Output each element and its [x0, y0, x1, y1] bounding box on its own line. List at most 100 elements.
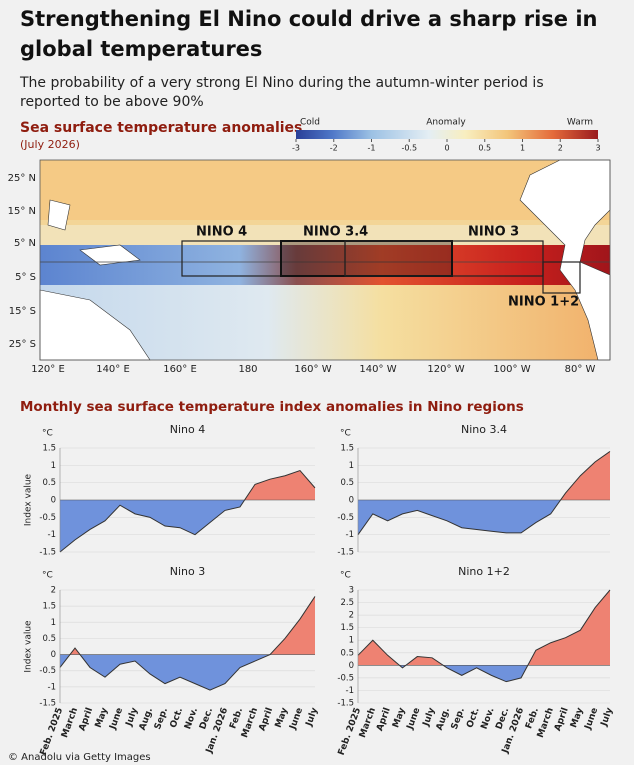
colorbar-tick-label: 0.5 [478, 144, 491, 153]
y-tick-label: 0.5 [340, 648, 354, 658]
lat-label: 25° N [8, 173, 36, 184]
chart-title: Nino 1+2 [458, 565, 510, 578]
lat-label: 15° N [8, 206, 36, 217]
lat-label: 5° N [14, 238, 36, 249]
lon-label: 120° E [31, 364, 65, 375]
area-negative [399, 665, 528, 682]
y-tick-label: -1 [48, 530, 56, 540]
map-title: Sea surface temperature anomalies [20, 120, 302, 136]
title-line: Strengthening El Nino could drive a shar… [20, 7, 598, 31]
y-tick-label: 1 [349, 461, 354, 471]
x-tick-label: June [288, 706, 305, 731]
chart-title: Nino 3 [170, 565, 205, 578]
lon-label: 80° W [565, 364, 596, 375]
title-line: global temperatures [20, 37, 262, 61]
y-tick-label: 0 [349, 661, 354, 671]
region-label: NINO 4 [196, 225, 247, 240]
colorbar-tick-label: 2 [558, 144, 563, 153]
x-tick-label: April [258, 706, 276, 732]
area-negative [60, 654, 270, 691]
x-tick-label: July [599, 706, 615, 728]
lat-label: 25° S [9, 339, 36, 350]
x-tick-label: Sep. [450, 706, 467, 731]
region-label: NINO 3 [468, 225, 519, 240]
region-box [344, 240, 544, 277]
y-unit: °C [42, 571, 53, 581]
x-tick-label: June [108, 706, 125, 731]
y-tick-label: -0.5 [39, 666, 56, 676]
colorbar [296, 130, 598, 139]
region-box [542, 261, 581, 294]
y-tick-label: -1 [48, 682, 56, 692]
map [39, 159, 611, 361]
x-tick-label: April [375, 706, 393, 732]
x-tick-label: April [553, 706, 571, 732]
y-tick-label: 1.5 [42, 444, 56, 454]
subtitle-line: reported to be above 90% [20, 94, 204, 110]
line [59, 469, 316, 553]
lon-label: 160° E [163, 364, 197, 375]
subtitle-line: The probability of a very strong El Nino… [19, 75, 544, 91]
y-tick-label: 0.5 [42, 478, 56, 488]
lon-label: 100° W [493, 364, 530, 375]
x-tick-label: April [78, 706, 96, 732]
colorbar-tick-label: -1 [368, 144, 376, 153]
y-tick-label: 0 [51, 650, 56, 660]
x-tick-label: July [124, 706, 140, 728]
y-tick-label: -0.5 [337, 513, 354, 523]
lon-label: 180 [238, 364, 257, 375]
line [357, 589, 611, 683]
area-positive [358, 451, 610, 500]
area-negative [358, 500, 610, 535]
colorbar-tick-label: 3 [595, 144, 600, 153]
y-tick-label: -1.5 [337, 699, 354, 709]
lon-label: 140° W [359, 364, 396, 375]
y-tick-label: 0.5 [42, 634, 56, 644]
lat-label: 5° S [15, 272, 36, 283]
legend-cold: Cold [300, 118, 320, 128]
line [59, 596, 316, 691]
y-unit: °C [340, 571, 351, 581]
area-negative [60, 500, 315, 552]
y-tick-label: 3 [349, 586, 354, 596]
x-tick-label: June [405, 706, 422, 731]
chart-title: Nino 3.4 [461, 423, 507, 436]
map-frame [39, 159, 611, 361]
lon-label: 120° W [427, 364, 464, 375]
y-tick-label: 1.5 [340, 444, 354, 454]
y-tick-label: 2 [51, 586, 56, 596]
y-tick-label: 0 [349, 496, 354, 506]
area-positive [60, 470, 315, 500]
credit: © Anadolu via Getty Images [8, 752, 151, 763]
legend-anomaly: Anomaly [426, 118, 466, 128]
y-tick-label: 1.5 [42, 602, 56, 612]
y-tick-label: -0.5 [337, 673, 354, 683]
land-islands [47, 199, 141, 266]
y-tick-label: 1 [51, 618, 56, 628]
lon-label: 140° E [96, 364, 130, 375]
ocean-north [40, 160, 610, 220]
lon-label: 160° W [294, 364, 331, 375]
y-tick-label: -0.5 [39, 513, 56, 523]
y-tick-label: -1.5 [337, 548, 354, 558]
map-subtitle: (July 2026) [20, 138, 80, 151]
y-tick-label: -1 [346, 686, 354, 696]
y-unit: °C [42, 429, 53, 439]
lat-label: 15° S [9, 306, 36, 317]
area-positive [60, 596, 315, 655]
y-axis-label: Index value [24, 473, 34, 526]
region-label: NINO 3.4 [303, 225, 368, 240]
x-tick-label: Sep. [153, 706, 170, 731]
region-box [280, 240, 453, 277]
line [357, 451, 611, 535]
y-tick-label: 1.5 [340, 623, 354, 633]
y-tick-label: 0 [51, 496, 56, 506]
y-unit: °C [340, 429, 351, 439]
y-tick-label: -1 [346, 530, 354, 540]
y-tick-label: 0.5 [340, 478, 354, 488]
ocean-equator [40, 245, 610, 285]
y-tick-label: 1 [51, 461, 56, 471]
area-positive [358, 590, 610, 666]
colorbar-tick-label: -2 [330, 144, 338, 153]
